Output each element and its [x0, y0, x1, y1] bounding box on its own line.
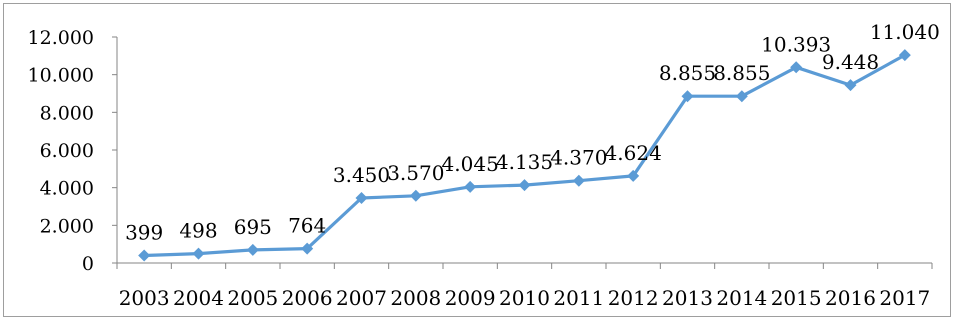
- data-point-marker: [681, 90, 694, 103]
- data-label: 8.855: [659, 61, 716, 85]
- data-point-marker: [844, 79, 857, 92]
- x-tick-label: 2017: [879, 286, 930, 310]
- data-label: 695: [234, 215, 272, 239]
- x-tick-label: 2009: [445, 286, 496, 310]
- data-point-marker: [409, 189, 422, 202]
- y-tick-label: 6.000: [40, 140, 94, 162]
- data-label: 10.393: [761, 32, 831, 56]
- data-label: 4.624: [605, 141, 662, 165]
- x-tick-label: 2004: [173, 286, 224, 310]
- x-tick-label: 2005: [227, 286, 278, 310]
- data-point-marker: [246, 243, 259, 256]
- x-tick-label: 2014: [716, 286, 767, 310]
- x-tick-label: 2008: [390, 286, 441, 310]
- x-tick-label: 2015: [771, 286, 822, 310]
- data-point-marker: [627, 169, 640, 182]
- data-point-marker: [790, 61, 803, 74]
- x-tick-label: 2016: [825, 286, 876, 310]
- y-axis-tick-labels: 0 2.000 4.000 6.000 8.000 10.000 12.000: [28, 27, 94, 275]
- x-tick-label: 2003: [119, 286, 170, 310]
- data-point-marker: [138, 249, 151, 262]
- x-tick-label: 2011: [553, 286, 604, 310]
- data-label: 4.370: [550, 146, 607, 170]
- data-point-marker: [464, 180, 477, 193]
- data-point-marker: [355, 192, 368, 205]
- data-point-marker: [192, 247, 205, 260]
- data-point-marker: [572, 174, 585, 187]
- x-tick-label: 2013: [662, 286, 713, 310]
- data-label: 3.570: [387, 161, 444, 185]
- data-label: 4.045: [442, 152, 499, 176]
- data-point-marker: [735, 90, 748, 103]
- x-tick-label: 2006: [282, 286, 333, 310]
- data-label: 764: [288, 214, 326, 238]
- x-axis-tick-labels: 2003 2004 2005 2006 2007 2008 2009 2010 2011 2012…: [119, 286, 931, 310]
- series: [138, 49, 911, 262]
- data-label: 399: [125, 220, 163, 244]
- data-label: 9.448: [822, 50, 879, 74]
- data-labels: 399 498 695 764 3.4503.5704.0454.1354.3704.6…: [125, 20, 940, 244]
- data-label: 4.135: [496, 150, 553, 174]
- data-label: 11.040: [870, 20, 940, 44]
- data-label: 498: [179, 219, 217, 243]
- y-tick-label: 10.000: [28, 65, 94, 87]
- data-label: 3.450: [333, 163, 390, 187]
- y-tick-label: 12.000: [28, 27, 94, 49]
- x-tick-label: 2007: [336, 286, 387, 310]
- x-tick-label: 2012: [608, 286, 659, 310]
- y-tick-label: 8.000: [40, 102, 94, 124]
- y-tick-label: 2.000: [40, 215, 94, 237]
- y-tick-label: 4.000: [40, 178, 94, 200]
- y-tick-label: 0: [82, 253, 94, 275]
- data-label: 8.855: [713, 61, 770, 85]
- data-point-marker: [898, 49, 911, 62]
- axes: [112, 36, 933, 269]
- data-point-marker: [301, 242, 314, 255]
- chart-frame: [3, 3, 951, 317]
- x-tick-label: 2010: [499, 286, 550, 310]
- data-point-marker: [518, 179, 531, 192]
